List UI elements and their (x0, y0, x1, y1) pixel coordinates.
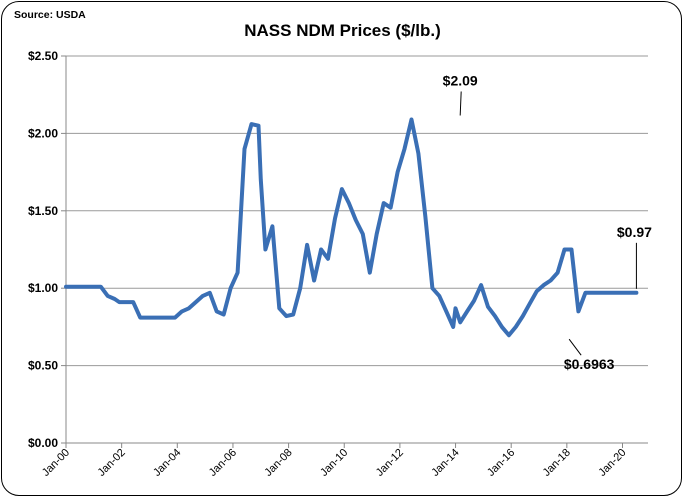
x-tick-label: Jan-12 (374, 447, 406, 479)
y-tick-label: $0.00 (28, 436, 58, 450)
x-tick-label: Jan-20 (596, 447, 628, 479)
chart-title: NASS NDM Prices ($/lb.) (244, 21, 441, 40)
x-axis-ticks: Jan-00 Jan-02 Jan-04 Jan-06 Jan-08 Jan-10 Jan-… (40, 443, 629, 479)
series-group (64, 117, 639, 338)
x-tick-label: Jan-02 (95, 447, 127, 479)
source-note: Source: USDA (14, 9, 86, 21)
annotations: $2.09 $0.97 $0.6963 (443, 72, 652, 372)
y-tick-label: $1.50 (28, 204, 58, 218)
x-tick-label: Jan-14 (429, 447, 461, 479)
annotation-peak: $2.09 (443, 72, 478, 88)
gridlines (66, 55, 648, 367)
annotation-trough: $0.6963 (564, 356, 615, 372)
y-tick-label: $0.50 (28, 359, 58, 373)
x-tick-label: Jan-16 (485, 447, 517, 479)
annotation-latest: $0.97 (617, 224, 652, 240)
series-line (64, 117, 639, 338)
x-tick-label: Jan-10 (318, 447, 350, 479)
annotation-leader (568, 338, 582, 356)
x-tick-label: Jan-04 (151, 447, 183, 479)
x-tick-label: Jan-18 (541, 447, 573, 479)
y-tick-label: $1.00 (28, 281, 58, 295)
y-tick-label: $2.50 (28, 49, 58, 63)
x-tick-label: Jan-06 (207, 447, 239, 479)
y-tick-label: $2.00 (28, 126, 58, 140)
y-axis-ticks: $0.00 $0.50 $1.00 $1.50 $2.00 $2.50 (28, 49, 66, 450)
axes (65, 56, 648, 444)
x-tick-label: Jan-08 (262, 447, 294, 479)
x-tick-label: Jan-00 (40, 447, 72, 479)
annotation-leader (459, 91, 462, 116)
